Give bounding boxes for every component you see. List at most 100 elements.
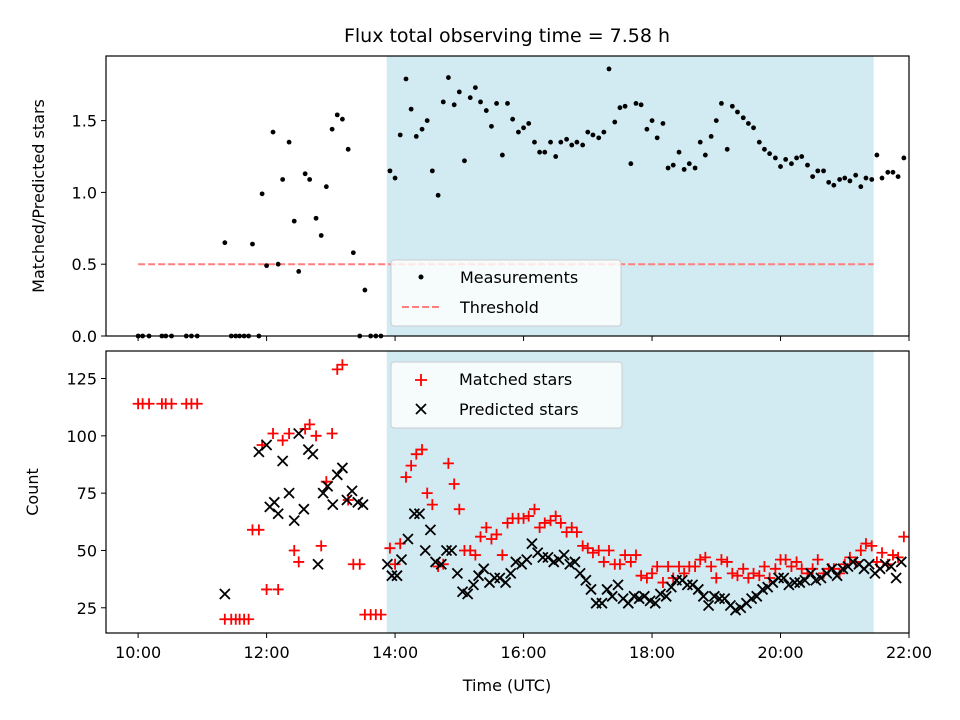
predicted-star-point: [510, 556, 522, 568]
bottom-legend-box: [390, 361, 623, 429]
matched-star-point: [469, 549, 481, 561]
predicted-star-point: [596, 597, 608, 609]
measurement-point: [799, 154, 805, 159]
predicted-star-point: [298, 503, 310, 515]
predicted-star-point: [713, 592, 726, 605]
predicted-star-point: [283, 487, 295, 499]
predicted-star-point: [312, 558, 324, 570]
measurement-point: [286, 139, 292, 145]
predicted-star-point: [606, 590, 618, 602]
measurement-point: [847, 178, 853, 184]
predicted-star-point: [336, 462, 349, 474]
measurement-point: [392, 175, 398, 181]
legend-measurements-marker: [418, 274, 424, 280]
measurement-point: [259, 191, 265, 197]
measurement-point: [831, 182, 837, 188]
top-legend-box: [390, 259, 622, 327]
predicted-star-point: [472, 570, 485, 582]
matched-star-point: [288, 544, 300, 556]
bottom-y-tick-label: 75: [77, 484, 97, 503]
measurement-point: [462, 158, 467, 164]
measurement-point: [660, 121, 666, 126]
predicted-star-point: [505, 567, 517, 580]
matched-star-point: [699, 551, 711, 563]
measurement-point: [890, 169, 896, 175]
matched-star-point: [448, 478, 460, 490]
legend-predicted-marker: [415, 403, 427, 415]
measurement-point: [302, 171, 308, 177]
matched-star-point: [342, 494, 354, 506]
measurement-point: [585, 129, 591, 135]
measurement-point: [692, 165, 698, 171]
measurement-point: [505, 100, 510, 106]
measurement-point: [756, 139, 762, 145]
predicted-star-point: [526, 537, 538, 550]
measurement-point: [489, 123, 494, 129]
measurement-point: [842, 175, 848, 181]
matched-star-point: [705, 561, 717, 573]
measurement-point: [318, 233, 324, 238]
predicted-star-point: [408, 508, 420, 520]
measurement-point: [729, 103, 735, 109]
predicted-star-point: [660, 590, 672, 602]
predicted-star-point: [419, 544, 431, 557]
matched-star-point: [689, 561, 701, 573]
matched-star-point: [673, 561, 685, 573]
predicted-star-point: [558, 549, 570, 561]
matched-star-point: [812, 554, 824, 566]
legend-measurements-label: Measurements: [460, 268, 578, 287]
matched-star-point: [625, 556, 637, 568]
matched-star-point: [405, 460, 417, 472]
matched-star-point: [416, 444, 428, 456]
matched-star-point: [528, 503, 540, 515]
predicted-star-point: [307, 448, 319, 460]
measurement-point: [537, 149, 543, 155]
predicted-star-point: [424, 524, 437, 536]
measurement-point: [805, 162, 810, 168]
measurement-point: [719, 100, 724, 106]
top-y-tick-label: 0.0: [72, 327, 97, 346]
measurement-point: [408, 106, 414, 112]
x-tick-label: 14:00: [372, 643, 418, 662]
measurement-point: [815, 168, 821, 174]
predicted-star-point: [772, 572, 785, 584]
predicted-star-point: [391, 570, 403, 582]
measurement-point: [483, 108, 489, 113]
top-x-ticks: [137, 336, 910, 341]
matched-star-point: [769, 563, 781, 575]
measurement-point: [762, 146, 767, 152]
measurement-point: [863, 175, 869, 181]
bottom-x-axis: 10:00 12:00 14:00 16:00 18:00 20:00 22:00: [115, 633, 932, 662]
matched-star-point: [253, 524, 265, 536]
measurement-point: [329, 126, 335, 132]
matched-star-point: [753, 570, 765, 582]
measurement-point: [713, 118, 719, 124]
measurement-point: [472, 85, 478, 90]
predicted-star-point: [402, 533, 414, 545]
matched-star-point: [326, 428, 338, 440]
measurement-point: [617, 105, 623, 111]
matched-star-point: [678, 567, 690, 579]
matched-star-point: [491, 528, 503, 540]
matched-star-point: [876, 547, 888, 559]
matched-star-point: [523, 510, 535, 522]
predicted-star-point: [321, 480, 334, 492]
measurement-point: [580, 142, 586, 148]
matched-star-point: [272, 583, 284, 595]
matched-star-point: [785, 561, 797, 573]
matched-star-point: [630, 549, 642, 561]
predicted-star-point: [885, 560, 897, 573]
matched-star-point: [375, 609, 387, 621]
top-y-axis-label: Matched/Predicted stars: [29, 99, 48, 293]
measurement-point: [445, 75, 451, 80]
matched-star-point: [502, 517, 513, 529]
measurement-point: [419, 126, 425, 132]
matched-star-point: [354, 558, 366, 570]
predicted-star-point: [601, 583, 613, 596]
legend-threshold-label: Threshold: [459, 298, 539, 317]
matched-star-point: [721, 556, 733, 568]
x-tick-label: 10:00: [115, 643, 161, 662]
predicted-star-point: [783, 579, 795, 591]
matched-star-point: [143, 398, 155, 410]
measurement-point: [778, 164, 783, 169]
